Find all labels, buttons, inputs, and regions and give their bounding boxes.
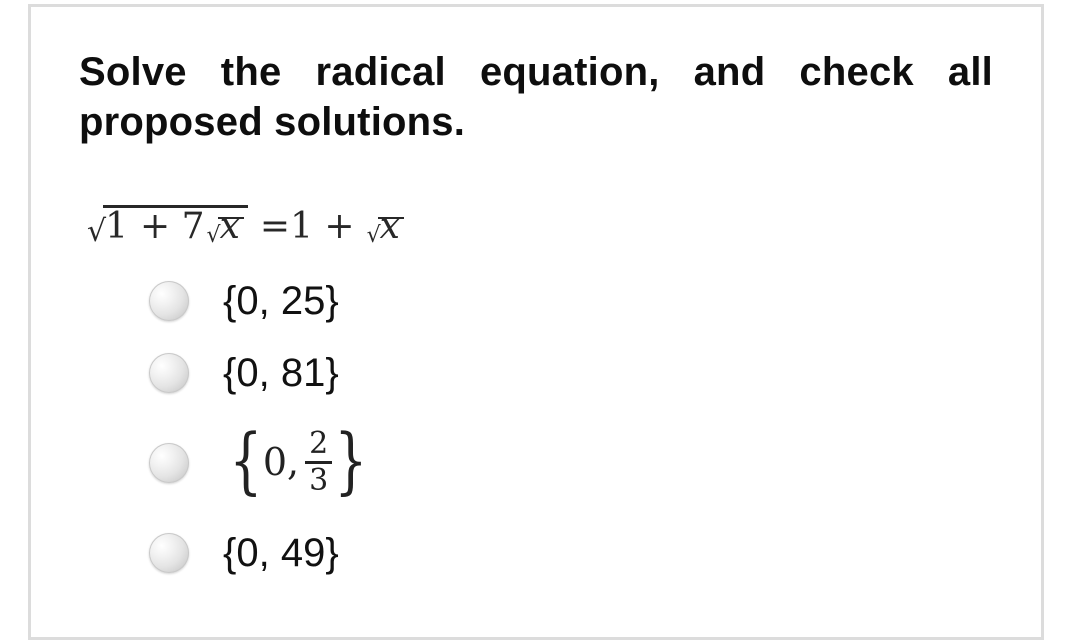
variable-x: x xyxy=(380,206,400,247)
rhs-one-plus: 1 + xyxy=(290,206,355,247)
variable-x: x xyxy=(220,206,240,247)
inner-radicand: x xyxy=(218,217,244,247)
option-c[interactable]: { 0, 2 3 } xyxy=(149,409,993,517)
option-a[interactable]: {0, 25} xyxy=(149,265,993,337)
radio-button[interactable] xyxy=(149,533,189,573)
fraction-numerator: 2 xyxy=(305,429,332,459)
question-card: Solve the radical equation, and check al… xyxy=(28,4,1044,640)
option-label: {0, 49} xyxy=(223,531,339,576)
question-prompt: Solve the radical equation, and check al… xyxy=(79,47,993,147)
answer-options: {0, 25} {0, 81} { 0, 2 3 } xyxy=(149,265,993,589)
radio-button[interactable] xyxy=(149,443,189,483)
prompt-line-2: solutions. xyxy=(274,100,465,144)
option-b[interactable]: {0, 81} xyxy=(149,337,993,409)
outer-sqrt: √ 1 + 7 √ x xyxy=(87,205,248,247)
radio-button[interactable] xyxy=(149,353,189,393)
equation: √ 1 + 7 √ x = 1 + √ x xyxy=(87,193,993,247)
fraction-denominator: 3 xyxy=(305,466,332,496)
radicand-plus7: + 7 xyxy=(140,206,205,247)
rhs-radicand: x xyxy=(378,217,404,247)
prompt-line-1: Solve the radical equation, and check al… xyxy=(79,50,993,144)
radical-sign-icon: √ xyxy=(87,214,106,249)
option-label: { 0, 2 3 } xyxy=(223,429,374,497)
radicand-one: 1 xyxy=(105,206,128,247)
rhs-sqrt: √ x xyxy=(367,217,404,247)
option-d[interactable]: {0, 49} xyxy=(149,517,993,589)
radio-button[interactable] xyxy=(149,281,189,321)
left-brace-icon: { xyxy=(229,428,262,493)
outer-radicand: 1 + 7 √ x xyxy=(103,205,248,247)
right-brace-icon: } xyxy=(335,428,368,493)
radical-sign-icon: √ xyxy=(207,223,221,248)
fraction: 2 3 xyxy=(305,429,332,496)
equals-sign: = xyxy=(260,206,290,247)
option-label: {0, 25} xyxy=(223,279,339,324)
inner-sqrt: √ x xyxy=(207,217,244,247)
option-label: {0, 81} xyxy=(223,351,339,396)
set-first-element: 0, xyxy=(263,440,299,484)
radical-sign-icon: √ xyxy=(367,223,381,248)
